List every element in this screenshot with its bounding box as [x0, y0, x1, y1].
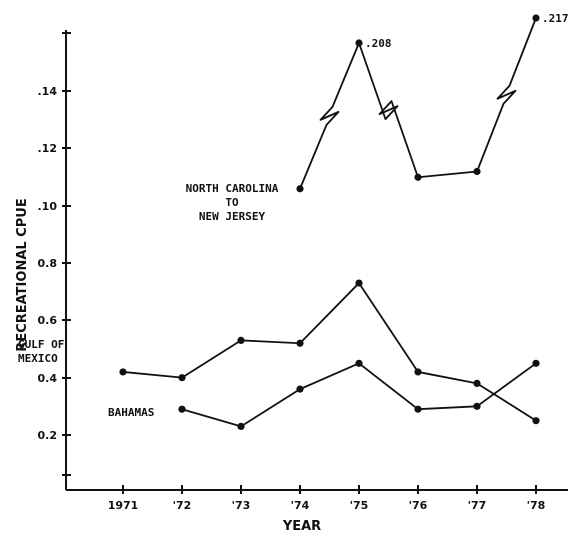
x-tick-label: '72: [173, 499, 192, 512]
y-tick-label: 0.2: [38, 429, 58, 442]
chart-axes: [65, 30, 568, 491]
data-point-north-carolina-to-new-jersey: [532, 14, 540, 22]
y-tick-label: 0.6: [38, 314, 58, 327]
data-point-bahamas: [355, 359, 363, 367]
x-tick-label: '73: [232, 499, 251, 512]
series-line-bahamas: [181, 362, 537, 428]
series-line-north-carolina-to-new-jersey: [299, 42, 360, 190]
data-point-gulf-of-mexico: [237, 336, 245, 344]
data-point-bahamas: [178, 405, 186, 413]
series-line-north-carolina-to-new-jersey: [358, 42, 419, 178]
series-points: [119, 14, 540, 430]
data-point-gulf-of-mexico: [296, 339, 304, 347]
data-label: .208: [365, 37, 392, 50]
data-point-north-carolina-to-new-jersey: [414, 173, 422, 181]
x-tick-label: '75: [350, 499, 369, 512]
x-tick-label: '76: [409, 499, 428, 512]
x-tick-label: 1971: [108, 499, 139, 512]
x-tick-label: '78: [527, 499, 546, 512]
y-tick-label: .10: [38, 200, 58, 213]
data-point-gulf-of-mexico: [414, 368, 422, 376]
series-line-north-carolina-to-new-jersey: [417, 170, 478, 179]
y-tick-label: .14: [38, 85, 58, 98]
x-tick-label: '74: [291, 499, 310, 512]
data-point-north-carolina-to-new-jersey: [355, 39, 363, 47]
series-line-gulf-of-mexico: [122, 282, 537, 422]
data-point-gulf-of-mexico: [473, 379, 481, 387]
data-point-bahamas: [532, 359, 540, 367]
series-label-gulf-of-mexico: GULF OF MEXICO: [18, 338, 64, 365]
data-point-gulf-of-mexico: [532, 417, 540, 425]
data-point-gulf-of-mexico: [355, 279, 363, 287]
y-tick-label: 0.8: [38, 257, 58, 270]
y-axis-title: RECREATIONAL CPUE: [15, 198, 30, 351]
data-point-bahamas: [237, 422, 245, 430]
chart-labels: .14 .12 .10 0.8 0.6 0.4 0.2 1971 '72 '73 '74 '75 '76…: [15, 12, 569, 534]
series-lines: [122, 17, 537, 428]
y-tick-label: 0.4: [38, 372, 58, 385]
data-point-bahamas: [296, 385, 304, 393]
y-tick-label: .12: [38, 142, 58, 155]
data-point-bahamas: [414, 405, 422, 413]
data-label: .217: [542, 12, 569, 25]
data-point-north-carolina-to-new-jersey: [296, 185, 304, 193]
x-tick-label: '77: [468, 499, 487, 512]
series-label-bahamas: BAHAMAS: [108, 406, 154, 419]
data-point-north-carolina-to-new-jersey: [473, 167, 481, 176]
axis-ticks: [62, 32, 537, 494]
series-label-north-carolina-to-new-jersey: NORTH CAROLINA TO NEW JERSEY: [186, 182, 279, 223]
data-point-bahamas: [473, 402, 481, 410]
x-axis-title: YEAR: [282, 519, 321, 534]
data-point-gulf-of-mexico: [119, 368, 127, 376]
series-line-north-carolina-to-new-jersey: [476, 17, 537, 172]
data-point-gulf-of-mexico: [178, 374, 186, 382]
